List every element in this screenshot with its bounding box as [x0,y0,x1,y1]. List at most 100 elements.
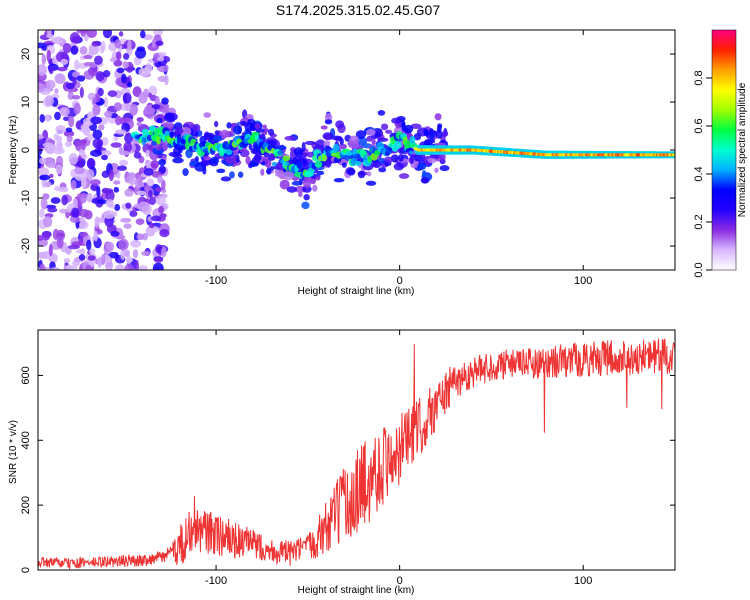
spectrogram-scatter-blob [435,129,443,139]
spectrogram-noise-blob [110,230,120,237]
spectrogram-noise-blob [136,122,143,127]
spectrogram-noise-blob [86,30,97,38]
spectrogram-scatter-blob [225,154,237,164]
spectrogram-scatter-blob [391,117,402,124]
spectrogram-noise-blob [41,53,46,65]
spectrogram-noise-blob [86,157,96,170]
spectrogram-noise-blob [88,66,98,77]
spectrogram-noise-blob [64,141,73,148]
spectrogram-noise-blob [43,181,52,188]
spectrogram-noise-blob [124,132,134,144]
spectrogram-ridge-point [393,140,402,150]
spectrogram-ridge-point [225,143,230,149]
spectrogram-noise-blob [76,30,89,34]
spectrogram-noise-blob [38,42,47,49]
spectrogram-noise-blob [114,264,126,270]
spectrogram-noise-blob [45,79,56,90]
spectrogram-noise-blob [113,186,120,193]
colorbar-tick-label: 0.4 [693,166,705,181]
spectrogram-scatter-blob [302,185,312,193]
spectrogram-noise-blob [39,157,47,165]
spectrogram-scatter-blob [203,132,215,138]
spectrogram-noise-blob [133,151,142,159]
colorbar-tick-label: 0.2 [693,214,705,229]
spectrogram-noise-blob [79,232,89,237]
spectrogram-scatter-blob [301,152,309,157]
spectrogram-scatter-blob [385,129,393,134]
spectrogram-noise-blob [50,267,60,270]
spectrogram-noise-blob [55,155,64,167]
spectrogram-scatter-blob [216,168,226,174]
spectrogram-scatter-blob [377,137,389,142]
spectrogram-scatter-blob [302,158,307,165]
spectrogram-noise-blob [59,106,70,117]
spectrogram-noise-blob [86,169,95,180]
spectrogram-scatter-blob [213,135,223,142]
spectrogram-ridge-point [296,160,303,169]
spectrogram-noise-blob [122,61,129,69]
spectrogram-scatter-blob [214,130,220,135]
spectrogram-noise-blob [75,141,86,152]
spectrogram-noise-blob [61,194,68,206]
spectrogram-noise-blob [115,129,127,135]
snr-x-tick-label: 100 [574,575,592,587]
spectrogram-x-tick-label: 100 [574,275,592,287]
spectrogram-noise-blob [123,52,130,60]
spectrogram-ridge-point [141,136,146,146]
spectrogram-scatter-blob [275,161,285,171]
spectrogram-scatter-blob [417,162,427,170]
spectrogram-scatter-blob [200,160,212,166]
spectrogram-scatter-blob [213,120,219,128]
spectrogram-y-tick-label: -20 [20,238,32,254]
spectrogram-noise-blob [60,58,69,65]
spectrogram-noise-blob [44,95,54,107]
spectrogram-noise-blob [39,263,46,270]
spectrogram-noise-blob [118,238,129,251]
spectrogram-scatter-blob [248,143,253,151]
spectrogram-scatter-blob [162,121,174,129]
snr-panel: -100 0 100 0 200 400 600 Height of straight l… [8,329,676,596]
spectrogram-noise-blob [123,250,129,257]
spectrogram-noise-blob [105,189,115,202]
spectrogram-noise-blob [68,153,79,165]
spectrogram-x-ticks: -100 0 100 [205,30,592,287]
spectrogram-scatter-blob [163,113,175,123]
spectrogram-noise-blob [74,166,85,175]
spectrogram-scatter-blob [439,165,450,172]
colorbar-tick-label: 0.0 [693,262,705,277]
spectrogram-noise-blob [125,202,132,209]
spectrogram-noise-blob [108,169,114,182]
spectrogram-scatter-blob [158,158,166,166]
spectrogram-noise-blob [90,149,102,157]
colorbar-ticks: 0.0 0.2 0.4 0.6 0.8 [693,70,712,278]
spectrogram-noise-blob [46,33,54,39]
spectrogram-ridge-point [277,150,284,156]
spectrogram-scatter-blob [282,170,295,181]
spectrogram-scatter-blob [434,167,439,173]
spectrogram-noise-blob [137,175,143,187]
spectrogram-noise-blob [38,234,44,241]
spectrogram-scatter-blob [286,186,298,193]
spectrogram-scatter-blob [341,162,347,168]
spectrogram-noise-blob [100,150,112,157]
spectrogram-scatter-blob [398,154,404,162]
spectrogram-noise-blob [76,75,86,82]
spectrogram-noise-blob [137,201,150,213]
spectrogram-scatter-blob [262,124,267,129]
spectrogram-noise-blob [93,230,99,242]
spectrogram-noise-blob [120,217,132,223]
spectrogram-noise-blob [46,49,51,62]
colorbar: 0.0 0.2 0.4 0.6 0.8 Normalized spectral ampl… [693,29,748,278]
spectrogram-scatter-blob [298,192,303,198]
spectrogram-ridge-point [671,153,675,157]
spectrogram-noise-blob [86,239,92,251]
spectrogram-noise-blob [103,210,115,219]
spectrogram-scatter-blob [316,170,325,176]
spectrogram-noise-blob [87,255,96,261]
spectrogram-noise-blob [98,124,105,131]
spectrogram-noise-blob [83,54,93,60]
spectrogram-scatter-blob [333,177,345,183]
spectrogram-noise-blob [123,117,131,123]
spectrogram-noise-blob [94,216,100,228]
spectrogram-noise-blob [39,208,45,219]
